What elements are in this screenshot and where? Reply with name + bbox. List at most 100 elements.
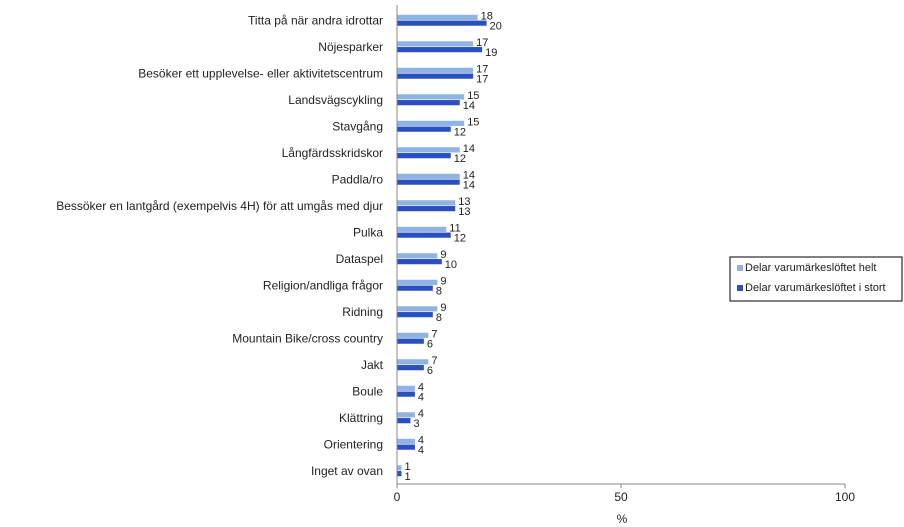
bar-i-stort <box>397 471 402 477</box>
data-label-helt: 17 <box>476 37 488 49</box>
category-label: Orientering <box>324 437 383 451</box>
legend-label-i-stort: Delar varumärkeslöftet i stort <box>745 282 886 294</box>
data-label-i-stort: 13 <box>458 206 470 218</box>
data-label-helt: 13 <box>458 196 470 208</box>
data-label-i-stort: 10 <box>445 259 457 271</box>
bar-i-stort <box>397 365 424 371</box>
data-label-helt: 9 <box>440 302 446 314</box>
bar-helt <box>397 465 402 471</box>
category-label: Nöjesparker <box>318 40 383 54</box>
category-label: Jakt <box>361 358 384 372</box>
data-label-i-stort: 4 <box>418 444 424 456</box>
bar-i-stort <box>397 179 460 185</box>
category-label: Klättring <box>339 411 383 425</box>
legend-swatch-helt <box>737 265 743 271</box>
category-label: Titta på när andra idrottar <box>248 13 383 27</box>
bar-helt <box>397 385 415 391</box>
x-axis: 0 50 100 <box>394 5 855 504</box>
category-label: Landsvägscykling <box>288 93 383 107</box>
bar-helt <box>397 279 438 285</box>
bar-i-stort <box>397 444 415 450</box>
data-label-helt: 14 <box>463 143 475 155</box>
bars-layer <box>397 14 487 477</box>
bar-helt <box>397 332 429 338</box>
data-label-helt: 18 <box>481 10 493 22</box>
data-label-i-stort: 14 <box>463 179 475 191</box>
legend-swatch-i-stort <box>737 285 743 291</box>
legend-label-helt: Delar varumärkeslöftet helt <box>745 262 876 274</box>
data-label-i-stort: 8 <box>436 312 442 324</box>
data-label-helt: 4 <box>418 434 424 446</box>
bar-i-stort <box>397 126 451 132</box>
x-tick-label: 50 <box>614 490 628 504</box>
bar-i-stort <box>397 338 424 344</box>
data-label-helt: 9 <box>440 275 446 287</box>
bar-i-stort <box>397 47 483 53</box>
category-label: Mountain Bike/cross country <box>232 331 383 345</box>
legend-box <box>729 256 903 302</box>
bar-i-stort <box>397 418 411 424</box>
bar-helt <box>397 67 474 73</box>
category-label: Boule <box>352 384 383 398</box>
category-label: Bessöker en lantgård (exempelvis 4H) för… <box>56 199 383 213</box>
data-label-i-stort: 8 <box>436 285 442 297</box>
bar-helt <box>397 412 415 418</box>
bar-helt <box>397 41 474 47</box>
bar-helt <box>397 14 478 20</box>
x-axis-label: % <box>617 512 628 526</box>
data-label-i-stort: 6 <box>427 338 433 350</box>
data-label-i-stort: 1 <box>404 471 410 483</box>
bar-helt <box>397 306 438 312</box>
category-label: Inget av ovan <box>311 464 383 478</box>
data-label-i-stort: 14 <box>463 100 475 112</box>
bar-helt <box>397 120 465 126</box>
bar-helt <box>397 438 415 444</box>
data-label-helt: 9 <box>440 249 446 261</box>
category-label: Stavgång <box>332 119 383 133</box>
legend: Delar varumärkeslöftet helt Delar varumä… <box>729 256 903 302</box>
bar-helt <box>397 226 447 232</box>
data-label-helt: 7 <box>431 328 437 340</box>
category-label: Religion/andliga frågor <box>263 278 383 292</box>
labels-layer: Titta på när andra idrottar 1820Nöjespark… <box>56 10 502 483</box>
data-label-helt: 4 <box>418 408 424 420</box>
bar-helt <box>397 173 460 179</box>
category-label: Dataspel <box>336 252 383 266</box>
bar-i-stort <box>397 153 451 159</box>
data-label-helt: 11 <box>449 222 460 234</box>
bar-i-stort <box>397 206 456 212</box>
category-label: Pulka <box>353 225 383 239</box>
data-label-helt: 4 <box>418 381 424 393</box>
data-label-helt: 14 <box>463 169 475 181</box>
category-label: Besöker ett upplevelse- eller aktivitets… <box>138 66 383 80</box>
bar-i-stort <box>397 20 487 26</box>
data-label-i-stort: 12 <box>454 126 466 138</box>
data-label-helt: 1 <box>404 461 410 473</box>
data-label-helt: 15 <box>467 90 479 102</box>
bar-i-stort <box>397 100 460 106</box>
bar-helt <box>397 200 456 206</box>
data-label-i-stort: 6 <box>427 365 433 377</box>
bar-i-stort <box>397 285 433 291</box>
data-label-i-stort: 3 <box>413 418 419 430</box>
bar-i-stort <box>397 232 451 238</box>
bar-i-stort <box>397 391 415 397</box>
data-label-i-stort: 4 <box>418 391 424 403</box>
data-label-i-stort: 17 <box>476 73 488 85</box>
bar-i-stort <box>397 73 474 79</box>
data-label-i-stort: 12 <box>454 232 466 244</box>
data-label-helt: 7 <box>431 355 437 367</box>
bar-i-stort <box>397 259 442 265</box>
data-label-i-stort: 12 <box>454 153 466 165</box>
data-label-i-stort: 19 <box>485 47 497 59</box>
category-label: Paddla/ro <box>332 172 384 186</box>
category-label: Långfärdsskridskor <box>282 146 383 160</box>
data-label-i-stort: 20 <box>490 20 502 32</box>
bar-helt <box>397 253 438 259</box>
category-label: Ridning <box>342 305 383 319</box>
data-label-helt: 17 <box>476 63 488 75</box>
x-tick-label: 0 <box>394 490 401 504</box>
x-tick-label: 100 <box>835 490 855 504</box>
